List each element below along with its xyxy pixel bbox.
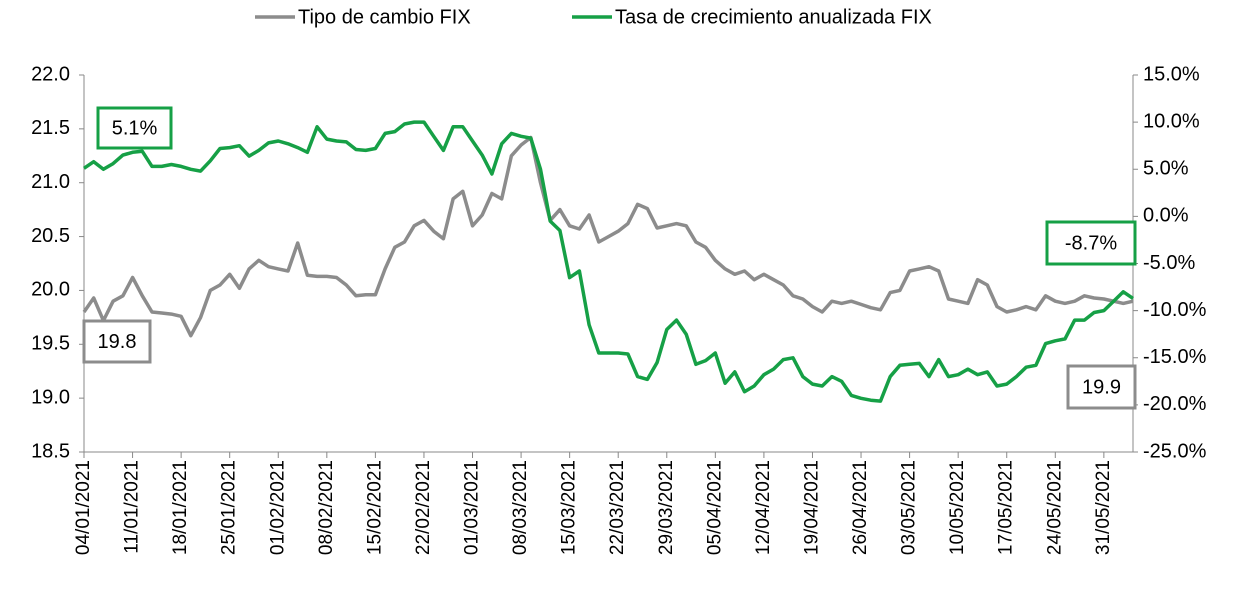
y-tick-label: 19.0 bbox=[31, 386, 70, 408]
y-tick-label: 19.5 bbox=[31, 333, 70, 355]
y-tick-label: 21.0 bbox=[31, 171, 70, 193]
x-tick-label: 12/04/2021 bbox=[753, 460, 774, 555]
y2-tick-label: -5.0% bbox=[1143, 252, 1195, 274]
x-tick-label: 03/05/2021 bbox=[899, 460, 920, 555]
x-tick-label: 29/03/2021 bbox=[656, 460, 677, 555]
x-tick-label: 17/05/2021 bbox=[996, 460, 1017, 555]
y2-tick-label: -15.0% bbox=[1143, 346, 1207, 368]
x-tick-label: 22/02/2021 bbox=[413, 460, 434, 555]
x-tick-label: 19/04/2021 bbox=[801, 460, 822, 555]
annotation-label: 5.1% bbox=[112, 117, 158, 139]
annotation-box bbox=[1066, 364, 1137, 410]
y2-tick-label: -10.0% bbox=[1143, 299, 1207, 321]
x-tick-label: 11/01/2021 bbox=[122, 460, 143, 554]
x-tick-label: 05/04/2021 bbox=[704, 460, 725, 555]
y2-tick-label: 5.0% bbox=[1143, 158, 1189, 180]
annotation-label: 19.8 bbox=[98, 331, 137, 353]
y-tick-label: 21.5 bbox=[31, 117, 70, 139]
x-tick-label: 01/03/2021 bbox=[462, 460, 483, 555]
x-tick-label: 08/03/2021 bbox=[510, 460, 531, 555]
y-tick-label: 18.5 bbox=[31, 440, 70, 462]
x-tick-label: 01/02/2021 bbox=[267, 460, 288, 555]
y2-tick-label: -25.0% bbox=[1143, 440, 1207, 462]
x-tick-label: 26/04/2021 bbox=[850, 460, 871, 555]
annotation-box bbox=[1045, 220, 1137, 266]
x-tick-label: 08/02/2021 bbox=[316, 460, 337, 555]
legend-label: Tasa de crecimiento anualizada FIX bbox=[615, 6, 932, 28]
series-line bbox=[83, 120, 1134, 403]
annotation-box bbox=[82, 319, 152, 364]
y-tick-label: 22.0 bbox=[31, 63, 70, 85]
annotation-label: 19.9 bbox=[1082, 376, 1121, 398]
x-tick-label: 25/01/2021 bbox=[219, 460, 240, 555]
x-tick-label: 31/05/2021 bbox=[1093, 460, 1114, 555]
legend-label: Tipo de cambio FIX bbox=[298, 6, 471, 28]
y-tick-label: 20.5 bbox=[31, 225, 70, 247]
y-tick-label: 20.0 bbox=[31, 279, 70, 301]
x-tick-label: 04/01/2021 bbox=[73, 460, 94, 555]
x-tick-label: 18/01/2021 bbox=[170, 460, 191, 555]
y2-tick-label: 10.0% bbox=[1143, 110, 1200, 132]
annotation-label: -8.7% bbox=[1065, 232, 1117, 254]
x-tick-label: 15/02/2021 bbox=[364, 460, 385, 555]
x-tick-label: 15/03/2021 bbox=[559, 460, 580, 555]
x-tick-label: 22/03/2021 bbox=[607, 460, 628, 555]
y2-tick-label: -20.0% bbox=[1143, 393, 1207, 415]
series-line bbox=[82, 135, 1134, 338]
annotation-box bbox=[96, 106, 173, 150]
y2-tick-label: 15.0% bbox=[1143, 63, 1200, 85]
x-tick-label: 24/05/2021 bbox=[1044, 460, 1065, 555]
x-tick-label: 10/05/2021 bbox=[947, 460, 968, 555]
y2-tick-label: 0.0% bbox=[1143, 205, 1189, 227]
